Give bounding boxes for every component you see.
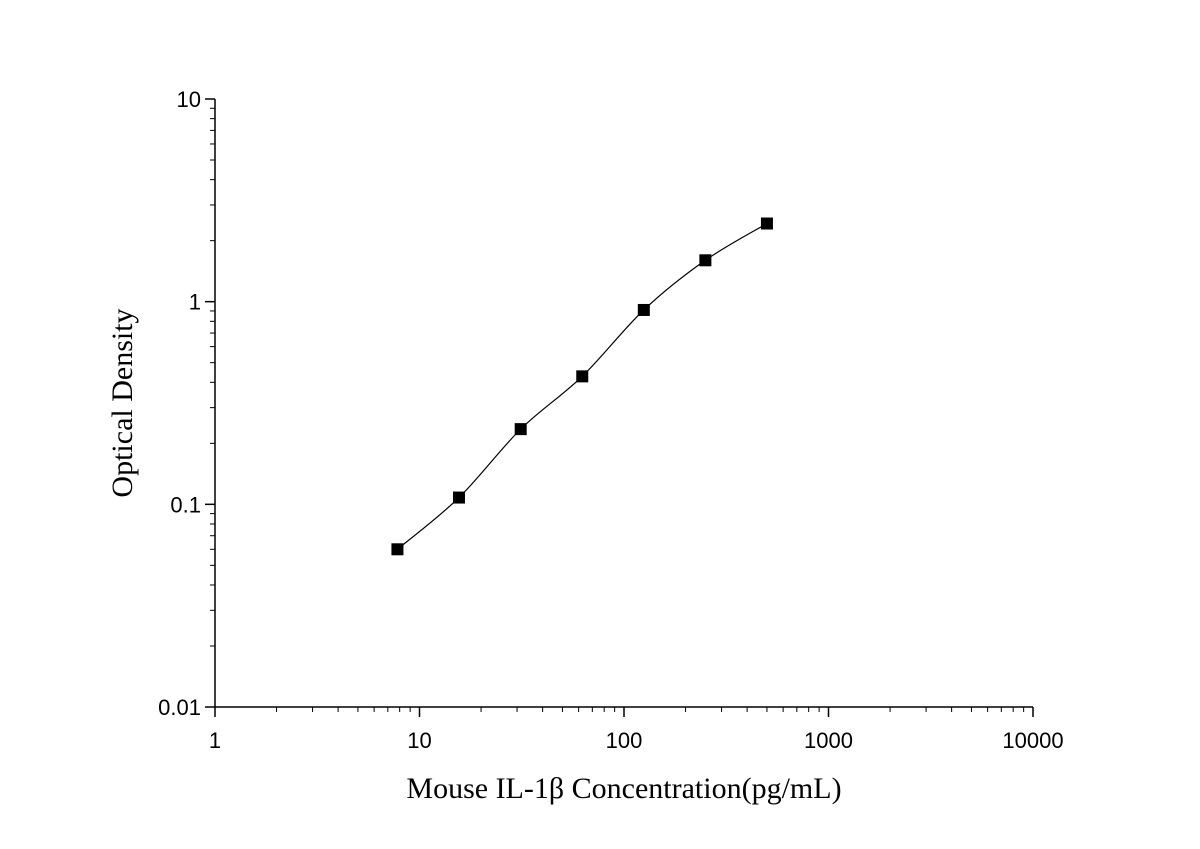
data-point <box>576 370 589 383</box>
y-tick-label: 1 <box>189 290 201 315</box>
x-axis-title: Mouse IL-1β Concentration(pg/mL) <box>406 772 841 805</box>
y-tick-label: 0.1 <box>170 492 201 517</box>
axes: 1 10 100 1000 10000 0.01 0.1 1 10 <box>158 87 1063 753</box>
data-point <box>514 423 527 436</box>
fit-curve <box>397 223 768 550</box>
data-point <box>391 543 404 556</box>
x-tick-label: 100 <box>606 728 643 753</box>
data-point <box>760 217 773 230</box>
x-tick-label: 1 <box>209 728 221 753</box>
y-tick-label: 10 <box>177 87 201 112</box>
x-tick-label: 10000 <box>1002 728 1063 753</box>
x-axis-ticks: 1 10 100 1000 10000 <box>209 707 1064 753</box>
y-axis-ticks: 0.01 0.1 1 10 <box>158 87 215 720</box>
x-tick-label: 1000 <box>804 728 853 753</box>
data-point <box>637 303 650 316</box>
x-tick-label: 10 <box>407 728 431 753</box>
data-points <box>391 217 773 556</box>
y-axis-title: Optical Density <box>106 308 139 497</box>
data-point <box>452 491 465 504</box>
y-tick-label: 0.01 <box>158 695 201 720</box>
data-point <box>699 254 712 267</box>
